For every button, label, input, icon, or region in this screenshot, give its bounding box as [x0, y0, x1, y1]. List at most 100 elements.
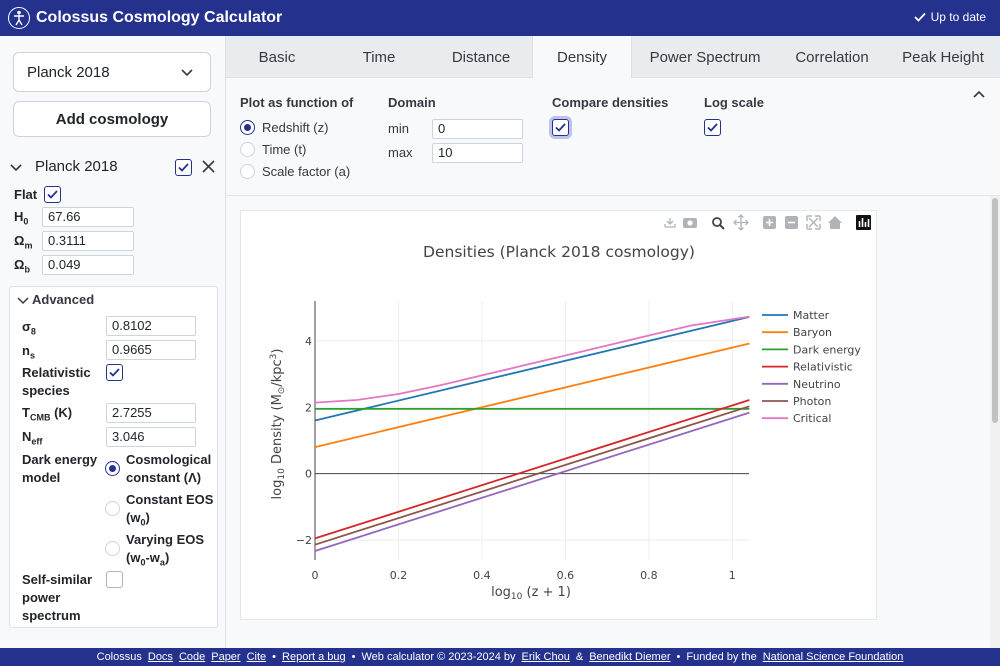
tab-bar: Basic Time Distance Density Power Spectr… — [226, 36, 1000, 79]
cosmology-header: Planck 2018 — [0, 156, 225, 178]
pan-icon[interactable] — [733, 214, 749, 231]
relativistic-checkbox[interactable] — [106, 364, 123, 381]
ns-input[interactable]: 0.9665 — [106, 340, 196, 360]
h0-input[interactable]: 67.66 — [42, 207, 134, 227]
time-radio[interactable] — [240, 142, 255, 157]
time-label: Time (t) — [262, 142, 307, 157]
dark-energy-label-line2: model — [22, 470, 61, 485]
tab-distance[interactable]: Distance — [451, 48, 511, 66]
x-tick-label: 1 — [729, 569, 736, 582]
de-cosmological-constant-radio[interactable] — [105, 461, 120, 476]
sidebar: Planck 2018 Add cosmology Planck 2018 Fl… — [0, 36, 226, 648]
legend-label: Dark energy — [793, 343, 861, 356]
footer-benedikt-diemer-link[interactable]: Benedikt Diemer — [589, 651, 671, 663]
checkmark-icon — [109, 368, 120, 377]
chevron-down-icon[interactable] — [17, 294, 29, 306]
scrollbar-thumb[interactable] — [992, 198, 998, 423]
scale-factor-label: Scale factor (a) — [262, 164, 351, 179]
legend-label: Matter — [793, 309, 830, 322]
series-line-matter — [314, 316, 750, 422]
compare-densities-checkbox[interactable] — [552, 119, 569, 136]
footer-cite-link[interactable]: Cite — [246, 651, 267, 663]
footer-paper-link[interactable]: Paper — [211, 651, 241, 663]
plot-as-function-label: Plot as function of — [240, 95, 354, 110]
compare-densities-label: Compare densities — [552, 95, 669, 110]
sigma8-input[interactable]: 0.8102 — [106, 316, 196, 336]
status-text: Up to date — [930, 10, 986, 24]
h0-label: H0 — [14, 209, 29, 227]
footer-copyright: Web calculator © 2023-2024 by — [361, 651, 516, 663]
cosmology-select[interactable]: Planck 2018 — [13, 52, 211, 92]
series-line-neutrino — [314, 411, 750, 552]
self-similar-label-line2: power — [22, 590, 61, 605]
cosmology-enabled-checkbox[interactable] — [175, 159, 192, 176]
tab-basic[interactable]: Basic — [258, 48, 296, 66]
tab-density[interactable]: Density — [532, 36, 632, 79]
series-line-photon — [314, 405, 750, 546]
domain-min-input[interactable]: 0 — [432, 119, 523, 139]
self-similar-checkbox[interactable] — [106, 571, 123, 588]
zoom-icon[interactable] — [712, 217, 722, 227]
collapse-chevron-icon[interactable] — [9, 160, 23, 174]
omega-m-label: Ωm — [14, 233, 33, 251]
tab-correlation[interactable]: Correlation — [795, 48, 869, 66]
y-tick-label: −2 — [296, 534, 312, 547]
x-axis-title: log10 (z + 1) — [491, 585, 571, 602]
neff-label: Neff — [22, 429, 43, 447]
footer-colossus: Colossus — [96, 651, 142, 663]
cosmology-select-value: Planck 2018 — [27, 63, 110, 81]
top-bar: Colossus Cosmology Calculator Up to date — [0, 0, 1000, 36]
y-axis-title: log10 Density (M⊙/kpc3) — [269, 349, 287, 500]
scale-factor-radio[interactable] — [240, 164, 255, 179]
advanced-title[interactable]: Advanced — [32, 292, 95, 307]
density-chart[interactable]: 0 0.2 0.4 0.6 0.8 1 −2 0 2 4 Matter Baryon Dark ene… — [241, 211, 878, 621]
de-varying-eos-radio[interactable] — [105, 541, 120, 556]
plot-title: Densities (Planck 2018 cosmology) — [423, 243, 695, 261]
add-cosmology-button[interactable]: Add cosmology — [13, 101, 211, 137]
app-title: Colossus Cosmology Calculator — [36, 9, 283, 26]
footer-docs-link[interactable]: Docs — [147, 651, 173, 663]
de-opt1-line1: Cosmological — [126, 452, 212, 467]
de-constant-eos-radio[interactable] — [105, 501, 120, 516]
y-tick-label: 4 — [305, 335, 312, 348]
tcmb-input[interactable]: 2.7255 — [106, 403, 196, 423]
status-indicator: Up to date — [913, 10, 986, 24]
legend-label: Baryon — [793, 326, 832, 339]
legend-label: Critical — [793, 412, 831, 425]
omega-b-label: Ωb — [14, 257, 30, 275]
tab-peak-height[interactable]: Peak Height — [902, 48, 984, 66]
tab-power-spectrum[interactable]: Power Spectrum — [649, 48, 761, 66]
redshift-radio[interactable] — [240, 120, 255, 135]
plotly-logo-bars-glyph — [858, 218, 870, 227]
reset-axes-home-icon[interactable] — [828, 216, 842, 229]
tab-time[interactable]: Time — [362, 48, 396, 66]
footer-separator: • — [351, 651, 356, 663]
x-tick-label: 0 — [312, 569, 319, 582]
footer-report-bug-link[interactable]: Report a bug — [282, 651, 346, 663]
footer-erik-chou-link[interactable]: Erik Chou — [521, 651, 570, 663]
x-tick-label: 0.2 — [390, 569, 408, 582]
plot-series — [314, 315, 750, 552]
density-controls: Plot as function of Redshift (z) Time (t… — [226, 78, 1000, 196]
footer-code-link[interactable]: Code — [178, 651, 206, 663]
log-scale-checkbox[interactable] — [704, 119, 721, 136]
close-icon[interactable] — [201, 159, 216, 174]
relativistic-label-line2: species — [22, 383, 70, 398]
cosmology-name: Planck 2018 — [35, 158, 118, 175]
neff-input[interactable]: 3.046 — [106, 427, 196, 447]
flat-checkbox[interactable] — [44, 186, 61, 203]
zoom-handle-glyph — [719, 224, 725, 230]
domain-max-input[interactable]: 10 — [432, 143, 523, 163]
omega-b-input[interactable]: 0.049 — [42, 255, 134, 275]
plot-card: 0 0.2 0.4 0.6 0.8 1 −2 0 2 4 Matter Baryon Dark ene… — [240, 210, 877, 620]
autoscale-icon[interactable] — [806, 215, 821, 230]
x-tick-label: 0.4 — [473, 569, 491, 582]
series-line-critical — [314, 315, 750, 404]
chevron-up-icon[interactable] — [972, 88, 986, 100]
colossus-logo-icon — [8, 7, 30, 29]
self-similar-label-line3: spectrum — [22, 608, 81, 623]
footer-nsf-link[interactable]: National Science Foundation — [762, 651, 904, 663]
de-opt1-line2: constant (Λ) — [126, 470, 202, 485]
omega-m-input[interactable]: 0.3111 — [42, 231, 134, 251]
de-opt3-line1: Varying EOS — [126, 532, 205, 547]
